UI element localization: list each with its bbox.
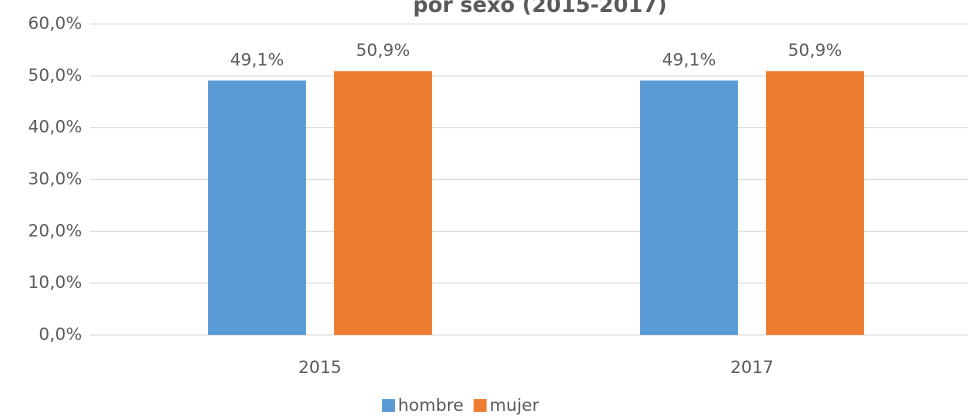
data-label: 50,9%: [788, 41, 842, 61]
data-label: 49,1%: [230, 50, 284, 70]
data-label: 50,9%: [356, 41, 410, 61]
legend-swatch: [473, 399, 487, 412]
legend-label: mujer: [490, 396, 540, 416]
bar: [208, 80, 306, 335]
x-tick-label: 2015: [298, 358, 341, 378]
bar: [766, 71, 864, 335]
y-tick-label: 60,0%: [28, 14, 82, 34]
y-tick-label: 50,0%: [28, 66, 82, 86]
x-tick-label: 2017: [730, 358, 773, 378]
y-tick-label: 40,0%: [28, 118, 82, 138]
y-tick-label: 0,0%: [39, 325, 82, 345]
y-tick-label: 20,0%: [28, 221, 82, 241]
bar: [640, 80, 738, 335]
y-tick-label: 10,0%: [28, 273, 82, 293]
y-tick-label: 30,0%: [28, 170, 82, 190]
bar: [334, 71, 432, 335]
data-label: 49,1%: [662, 50, 716, 70]
chart-title: por sexo (2015-2017): [413, 0, 667, 17]
legend-label: hombre: [398, 396, 464, 416]
legend-swatch: [382, 399, 395, 412]
